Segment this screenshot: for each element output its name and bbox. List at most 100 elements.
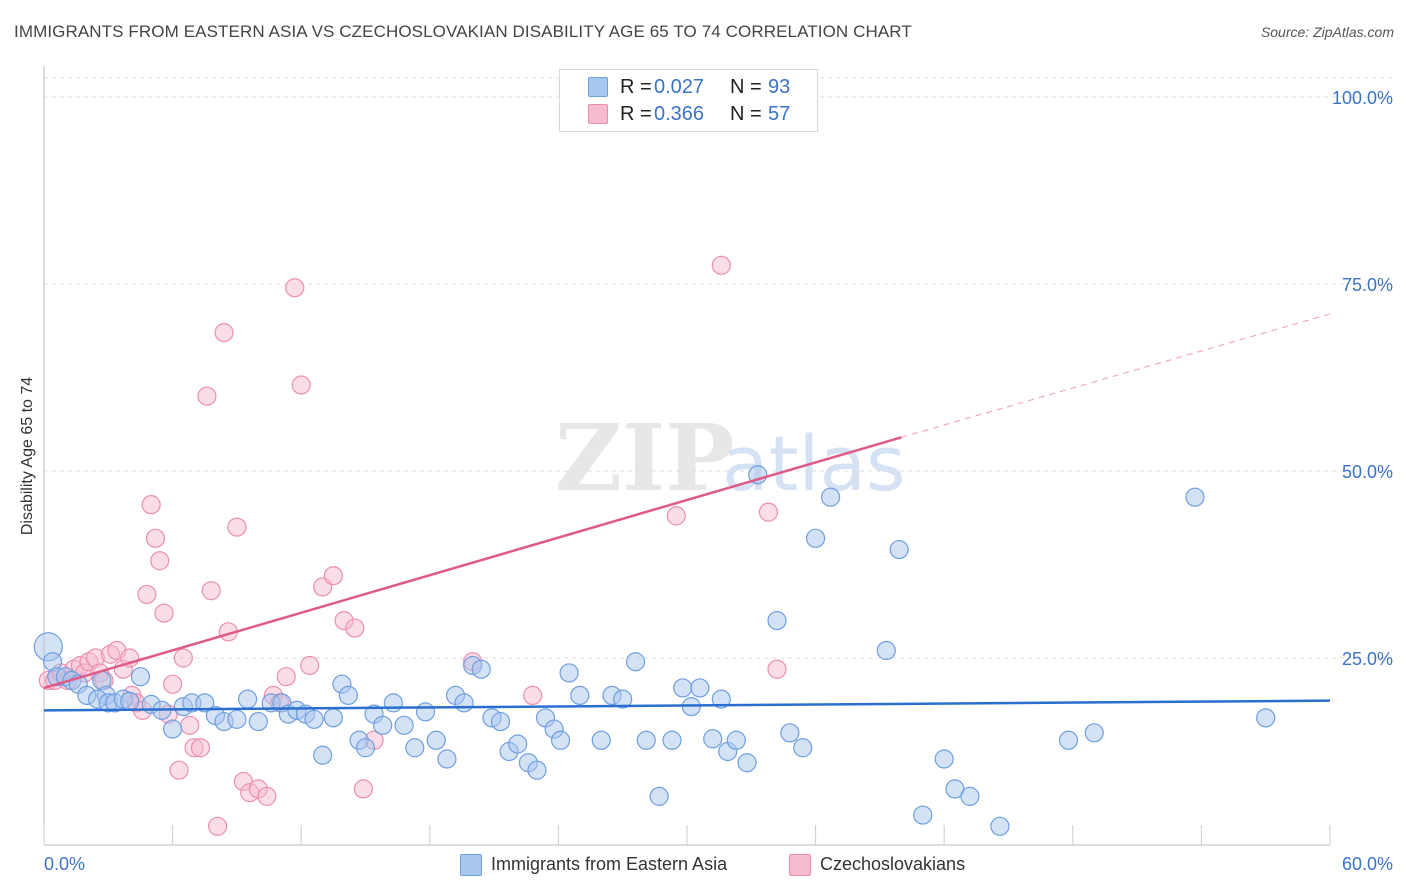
pink-point — [711, 255, 731, 275]
pink-point — [353, 779, 373, 799]
blue-point — [313, 745, 333, 765]
pink-point — [169, 760, 189, 780]
blue-point — [527, 760, 547, 780]
blue-point — [426, 730, 446, 750]
y-tick-label: 50.0% — [1342, 462, 1393, 482]
blue-point — [120, 691, 140, 711]
blue-point — [248, 711, 268, 732]
blue-point — [437, 749, 457, 769]
blue-point — [636, 730, 656, 750]
blue-point — [323, 708, 343, 728]
blue-point — [383, 693, 403, 713]
blue-point — [913, 805, 933, 825]
pink-point — [208, 816, 228, 836]
pink-point — [758, 502, 779, 522]
legend-n-label: N = — [730, 103, 762, 125]
pink-point — [257, 786, 277, 806]
pink-point — [190, 738, 211, 758]
pink-point — [345, 618, 365, 638]
blue-point — [876, 640, 896, 661]
blue-point — [821, 487, 841, 507]
watermark-zip: ZIP — [555, 404, 734, 512]
blue-point — [304, 709, 324, 729]
pink-point — [291, 375, 311, 395]
blue-point — [649, 786, 669, 806]
blue-point — [690, 678, 710, 698]
blue-point — [889, 539, 909, 560]
blue-point — [490, 711, 511, 732]
pink-point — [163, 674, 183, 694]
blue-trend-line — [43, 699, 1331, 712]
blue-point — [591, 730, 611, 750]
blue-point — [130, 667, 151, 687]
legend-r-label: R = — [620, 76, 652, 98]
legend-r-value: 0.366 — [654, 103, 705, 125]
pink-point — [523, 685, 543, 706]
blue-point — [355, 738, 376, 758]
blue-point — [471, 659, 491, 679]
blue-point — [960, 786, 980, 806]
blue-point — [570, 685, 590, 706]
legend-swatch-pink — [789, 854, 811, 876]
blue-point — [1084, 723, 1104, 743]
blue-point — [508, 734, 528, 754]
y-tick-label: 75.0% — [1342, 275, 1393, 295]
blue-point — [711, 689, 731, 709]
blue-point — [227, 709, 247, 729]
y-tick-label: 100.0% — [1332, 88, 1393, 108]
y-tick-label: 25.0% — [1342, 649, 1393, 669]
blue-point — [780, 723, 800, 743]
blue-point — [454, 693, 474, 713]
blue-point — [1185, 487, 1205, 507]
legend-n-label: N = — [730, 76, 762, 98]
legend-label: Czechoslovakians — [820, 854, 966, 874]
blue-point — [934, 749, 954, 769]
blue-point — [1058, 730, 1079, 750]
pink-point — [137, 584, 157, 605]
pink-point — [150, 551, 170, 571]
blue-point — [737, 753, 757, 773]
blue-point — [415, 702, 436, 722]
pink-point — [666, 506, 686, 526]
blue-point — [703, 729, 723, 749]
legend-swatch-blue — [460, 854, 482, 876]
blue-point — [195, 693, 215, 713]
blue-point — [238, 689, 258, 709]
blue-point — [673, 678, 693, 698]
blue-point — [726, 730, 746, 750]
blue-point — [767, 610, 787, 631]
pink-point — [767, 659, 787, 679]
pink-point — [173, 648, 193, 668]
pink-point — [276, 667, 296, 687]
pink-point — [201, 581, 221, 601]
pink-point — [323, 566, 343, 586]
chart-title: IMMIGRANTS FROM EASTERN ASIA VS CZECHOSL… — [14, 22, 912, 41]
pink-trend-extension — [901, 313, 1331, 438]
blue-point — [373, 715, 393, 735]
pink-point — [214, 323, 234, 343]
blue-point — [405, 738, 425, 758]
legend-swatch-blue — [588, 77, 608, 97]
blue-point — [1256, 708, 1276, 728]
legend-n-value: 93 — [768, 76, 791, 98]
legend-n-value: 57 — [768, 103, 791, 125]
pink-point — [154, 603, 174, 623]
blue-point — [163, 719, 183, 739]
pink-point — [227, 517, 247, 537]
series-legend: Immigrants from Eastern Asia Czechoslova… — [0, 852, 1406, 876]
source-label: Source: ZipAtlas.com — [1260, 24, 1394, 40]
blue-point — [625, 652, 646, 672]
correlation-legend: R = 0.027 N = 93 R = 0.366 N = 57 — [559, 69, 818, 132]
blue-point — [613, 689, 633, 709]
blue-point — [338, 685, 358, 706]
pink-point — [197, 386, 217, 406]
pink-point — [180, 715, 200, 735]
blue-point — [990, 816, 1010, 836]
x-tick-label-min: 0.0% — [44, 854, 85, 874]
pink-trend-line — [43, 436, 902, 690]
blue-point — [559, 663, 579, 683]
legend-label: Immigrants from Eastern Asia — [491, 854, 728, 874]
pink-point — [300, 655, 320, 676]
x-tick-label-max: 60.0% — [1342, 854, 1393, 874]
